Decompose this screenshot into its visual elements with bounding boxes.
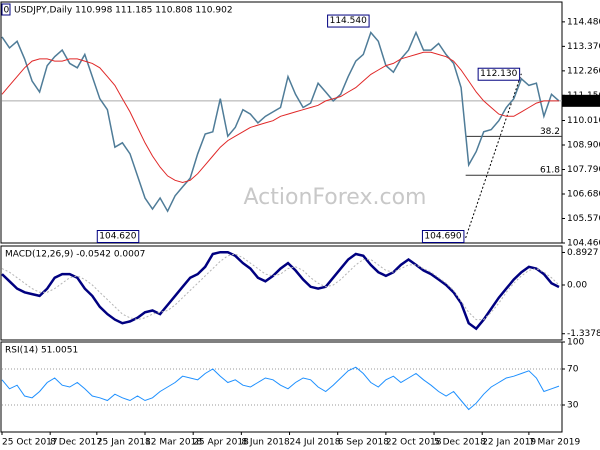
series-line [1, 253, 560, 321]
series-line [1, 366, 560, 411]
panel-frame [0, 1, 563, 244]
panel-title: RSI(14) 51.0051 [5, 346, 78, 356]
annotation-box [327, 14, 370, 28]
annotation: 112.130 [477, 67, 521, 81]
x-tick-label: 6 Sep 2018 [338, 438, 390, 448]
annotation: 114.540 [327, 14, 370, 28]
y-tick-label: 0.00 [567, 280, 587, 290]
annotation: 104.620 [96, 230, 140, 243]
fib-label: 38.2 [540, 127, 560, 137]
y-tick-label: 114.480 [567, 17, 600, 27]
x-tick-label: 8 Dec 2017 [50, 438, 102, 448]
series-line [1, 250, 560, 331]
y-tick-label: 110.010 [567, 116, 600, 126]
annotation-label: 112.130 [480, 69, 517, 79]
y-tick-label: 108.900 [567, 141, 600, 151]
x-tick-label: 25 Oct 2017 [2, 438, 58, 448]
x-tick-label: 12 Mar 2018 [145, 438, 202, 448]
annotation-label: 104.690 [424, 232, 461, 242]
y-tick-label: 104.460 [567, 239, 600, 249]
y-tick-label: 0.8927 [567, 248, 599, 258]
x-tick-label: 7 Mar 2019 [529, 438, 581, 448]
y-tick-label: 112.260 [567, 66, 600, 76]
y-tick-label: -1.3378 [567, 329, 600, 339]
fib-label: 61.8 [540, 166, 560, 176]
y-tick-label: 70 [567, 365, 579, 375]
marker-box [1, 3, 11, 16]
last-price-box [562, 94, 600, 107]
watermark: ActionForex.com [244, 185, 427, 210]
y-tick-label: 107.790 [567, 165, 600, 175]
x-tick-label: 25 Apr 2018 [193, 438, 249, 448]
y-tick-label: 106.680 [567, 190, 600, 200]
series-line [1, 51, 559, 184]
y-tick-label: 105.570 [567, 214, 600, 224]
marker-label: 0 [4, 6, 10, 16]
annotation-label: 114.540 [330, 16, 367, 26]
y-tick-label: 30 [567, 401, 579, 411]
annotation-box [477, 67, 521, 81]
panel-frame [0, 341, 563, 433]
x-tick-label: 22 Jan 2019 [482, 438, 536, 448]
panel-frame [0, 245, 563, 341]
annotation-box [96, 230, 140, 243]
x-tick-label: 8 Jun 2018 [241, 438, 290, 448]
last-price-label: 110.902 [565, 96, 600, 106]
y-tick-label: 100 [567, 338, 584, 348]
annotation-label: 104.620 [99, 232, 136, 242]
annotation: 104.690 [421, 230, 465, 243]
series-line [1, 30, 560, 213]
x-tick-label: 25 Jan 2018 [97, 438, 151, 448]
x-tick-label: 22 Oct 2018 [386, 438, 442, 448]
x-tick-label: 5 Dec 2018 [434, 438, 486, 448]
x-tick-label: 24 Jul 2018 [290, 438, 341, 448]
annotation-box [421, 230, 465, 243]
panel-title: USDJPY,Daily 110.998 111.185 110.808 110… [14, 6, 233, 16]
y-tick-label: 113.370 [567, 42, 600, 52]
panel-title: MACD(12,26,9) -0.0542 0.0007 [5, 250, 145, 260]
